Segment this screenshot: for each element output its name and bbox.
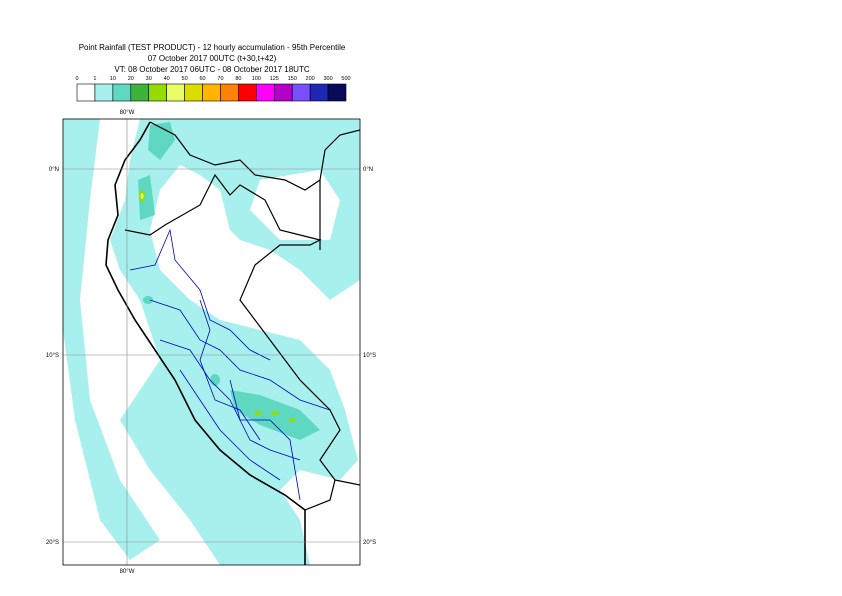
legend-swatch [94, 83, 114, 102]
lat-label: 10°S [46, 353, 59, 359]
lon-label: 80°W [120, 110, 135, 116]
lat-label: 20°S [46, 540, 59, 546]
legend-label: 50 [182, 76, 188, 82]
legend-label: 40 [164, 76, 170, 82]
legend-swatch [202, 83, 221, 102]
legend-label: 125 [270, 76, 279, 82]
legend-label: 150 [288, 76, 297, 82]
lat-label: 10°S [363, 353, 376, 359]
legend-label: 60 [199, 76, 205, 82]
base-time: 07 October 2017 00UTC (t+30,t+42) [148, 54, 277, 63]
legend-label: 1 [93, 76, 96, 82]
legend-swatch [256, 83, 275, 102]
legend-swatch [130, 83, 150, 102]
legend-swatch [291, 83, 311, 102]
legend-label: 70 [217, 76, 223, 82]
legend: 0 1 10 20 30 40 50 60 70 80 100 125 150 200 300 500 [75, 76, 351, 102]
country-borders [105, 121, 360, 565]
legend-label: 30 [146, 76, 152, 82]
lat-label: 0°N [363, 167, 373, 173]
legend-swatch [273, 83, 293, 102]
lat-label: 0°N [49, 167, 59, 173]
rain-max [140, 193, 144, 199]
graticule [63, 119, 360, 565]
legend-label: 100 [252, 76, 261, 82]
legend-swatch [76, 83, 96, 102]
legend-label: 80 [235, 76, 241, 82]
valid-time: VT: 08 October 2017 06UTC - 08 October 2… [114, 65, 309, 74]
map-frame [62, 118, 361, 566]
legend-swatch [220, 83, 239, 102]
lon-label: 80°W [120, 569, 135, 575]
legend-label: 200 [306, 76, 315, 82]
legend-swatch [184, 83, 203, 102]
title: Point Rainfall (TEST PRODUCT) - 12 hourl… [79, 43, 346, 52]
map [63, 119, 360, 565]
region-borders [129, 228, 331, 501]
legend-label: 10 [110, 76, 116, 82]
legend-swatch [148, 83, 167, 102]
legend-label: 500 [341, 76, 350, 82]
legend-label: 300 [323, 76, 332, 82]
legend-label: 20 [128, 76, 134, 82]
legend-swatch [327, 83, 347, 102]
legend-swatch [309, 83, 329, 102]
graticule-labels: 80°W 80°W 0°N 0°N 10°S 10°S 20°S 20°S [46, 110, 376, 575]
legend-swatch [166, 83, 185, 102]
lat-label: 20°S [363, 540, 376, 546]
legend-swatch [112, 83, 132, 102]
rain-area [63, 119, 360, 565]
legend-swatch [238, 83, 257, 102]
legend-label: 0 [75, 76, 78, 82]
